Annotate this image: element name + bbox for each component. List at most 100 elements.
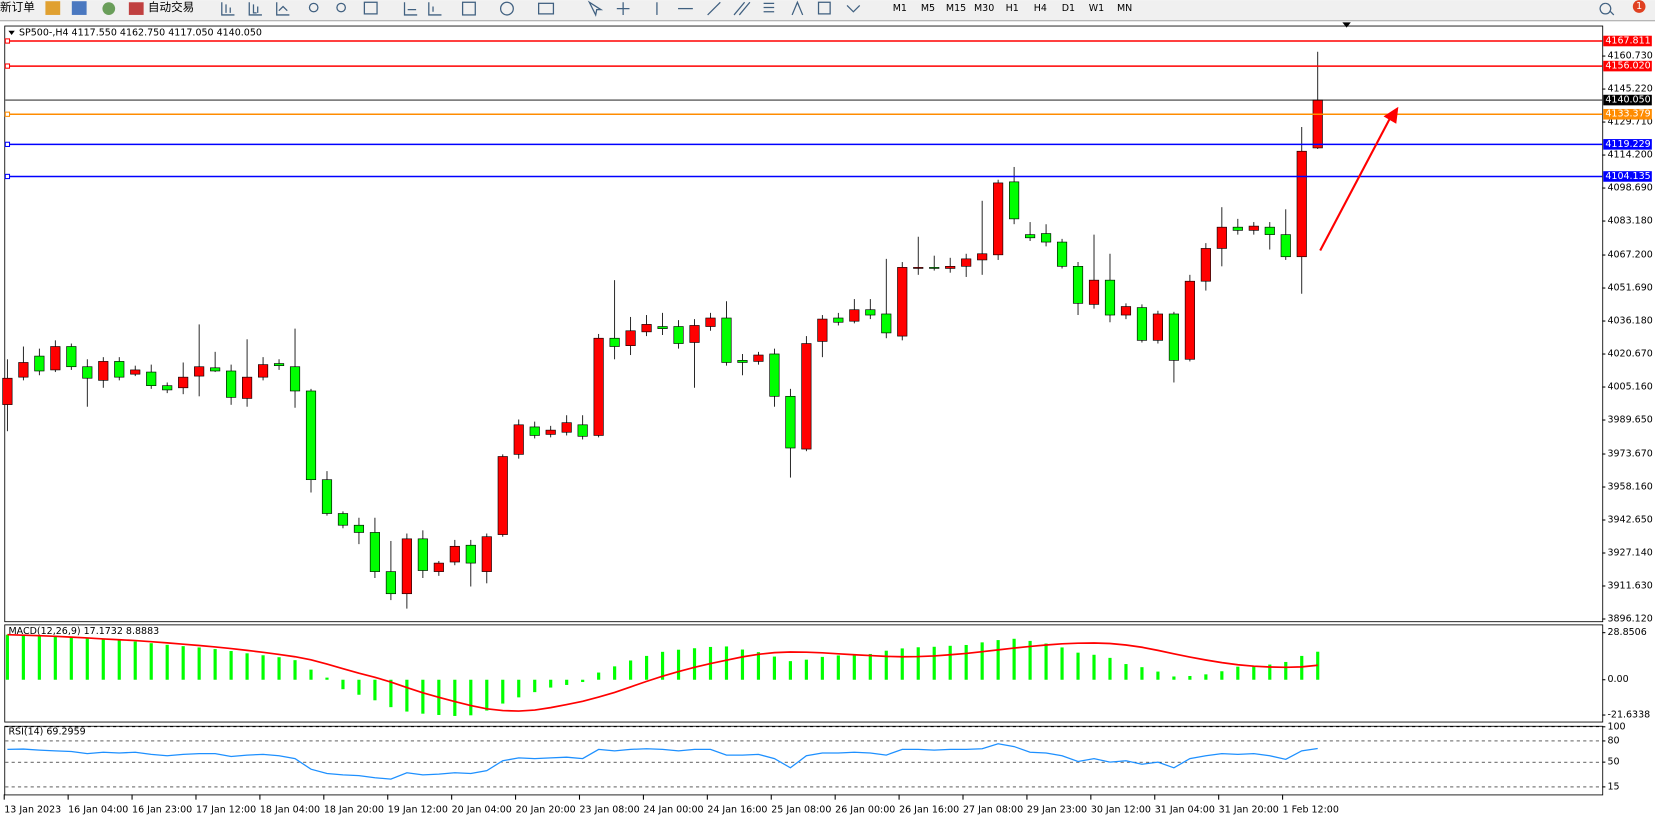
level-tag — [1603, 171, 1652, 182]
y-tick-label: 3989.650 — [1607, 415, 1652, 426]
histogram-bar — [948, 645, 952, 680]
candle-body — [641, 324, 652, 333]
annotation-arrow — [1319, 117, 1391, 251]
timeframes: M1 M5 M15 M30 H1 H4 D1 W1 MN — [893, 3, 1133, 14]
histogram-bar — [1108, 657, 1112, 680]
y-tick-label: 100 — [1607, 721, 1625, 732]
histogram-bar — [421, 679, 425, 714]
candle-body — [625, 330, 636, 346]
histogram-bar — [1124, 664, 1128, 680]
histogram-bar — [501, 679, 505, 704]
icon[interactable] — [128, 2, 144, 15]
x-tick-label: 31 Jan 20:00 — [1219, 805, 1279, 816]
x-tick-label: 31 Jan 04:00 — [1155, 805, 1215, 816]
level-handle — [4, 173, 11, 180]
y-tick-label: 4005.160 — [1607, 382, 1652, 393]
candle-body — [753, 354, 764, 362]
tool-icons[interactable] — [221, 0, 1615, 17]
y-tick-label: 3911.630 — [1607, 581, 1652, 592]
candle-body — [929, 267, 940, 269]
candle-body — [529, 426, 540, 436]
histogram-bar — [1268, 664, 1272, 680]
histogram-bar — [884, 650, 888, 680]
x-tick-label: 18 Jan 20:00 — [324, 805, 384, 816]
histogram-bar — [629, 660, 633, 680]
candle-body — [1168, 313, 1179, 361]
x-tick-label: 23 Jan 08:00 — [579, 805, 639, 816]
level-label: 4167.811 — [1605, 36, 1650, 47]
annotation-arrowhead — [1383, 106, 1399, 124]
y-tick-label: 3958.160 — [1607, 482, 1652, 493]
candle-body — [913, 267, 924, 269]
histogram-bar — [740, 649, 745, 680]
timeframe[interactable]: H4 — [1034, 3, 1047, 14]
level-tag — [1603, 108, 1652, 120]
histogram-bar — [676, 649, 681, 680]
y-tick-label: 0.00 — [1607, 674, 1628, 685]
timeframe[interactable]: M1 — [893, 3, 907, 14]
shift-marker — [1342, 22, 1351, 28]
candle-body — [721, 317, 732, 363]
histogram-bar — [1076, 652, 1080, 680]
candle-body — [289, 366, 301, 392]
candle-body — [1248, 225, 1259, 231]
candle-body — [130, 369, 141, 375]
timeframe[interactable]: D1 — [1062, 3, 1075, 14]
histogram-bar — [5, 634, 9, 680]
histogram-bar — [1300, 655, 1304, 680]
histogram-bar — [565, 679, 569, 685]
icon[interactable] — [102, 2, 116, 15]
timeframe[interactable]: M30 — [974, 3, 994, 14]
y-tick-label: 4129.710 — [1607, 117, 1652, 128]
histogram-bar — [1172, 676, 1176, 680]
auto-trading[interactable]: 自动交易 — [148, 0, 194, 14]
histogram-bar — [293, 660, 297, 680]
level-handle — [4, 38, 11, 44]
x-tick-label: 25 Jan 08:00 — [771, 805, 831, 816]
candle-body — [1136, 307, 1148, 341]
candle-body — [1104, 279, 1116, 316]
histogram-bar — [724, 646, 729, 680]
candle-body — [497, 456, 508, 535]
histogram-bar — [1028, 640, 1032, 680]
timeframe[interactable]: H1 — [1006, 3, 1019, 14]
timeframe[interactable]: M5 — [921, 3, 935, 14]
candle-body — [226, 370, 237, 398]
level-tag — [1603, 94, 1652, 106]
timeframe[interactable]: M15 — [946, 3, 966, 14]
candle-body — [305, 390, 317, 481]
candle-body — [1088, 279, 1100, 305]
candle-body — [242, 376, 253, 399]
x-tick-label: 19 Jan 12:00 — [388, 805, 448, 816]
histogram-bar — [1092, 654, 1096, 680]
candle-body — [321, 479, 333, 514]
histogram-bar — [85, 637, 89, 680]
candle-body — [769, 353, 780, 397]
toolbar — [0, 0, 1655, 21]
timeframe[interactable]: MN — [1117, 3, 1132, 14]
candle-body — [849, 309, 860, 322]
candle-body — [1280, 234, 1291, 258]
histogram-bar — [1252, 665, 1256, 680]
candle-body — [1216, 226, 1227, 249]
level-label: 4119.229 — [1605, 139, 1650, 150]
y-tick-label: 4020.670 — [1607, 349, 1652, 360]
x-tick-label: 26 Jan 00:00 — [835, 805, 895, 816]
menu-arrow — [8, 30, 15, 36]
new-order[interactable]: 新订单 — [0, 0, 35, 14]
histogram-bar — [756, 652, 761, 680]
y-tick-label: 4098.690 — [1607, 183, 1652, 194]
candle-body — [1200, 248, 1211, 282]
candle-body — [50, 346, 61, 371]
candle-body — [1312, 99, 1323, 149]
y-tick-label: 4114.200 — [1607, 150, 1652, 161]
candle-body — [481, 536, 492, 572]
icon[interactable] — [71, 1, 87, 15]
x-tick-label: 24 Jan 00:00 — [643, 805, 703, 816]
candle-body — [1232, 226, 1243, 231]
timeframe[interactable]: W1 — [1089, 3, 1104, 14]
notification-count[interactable]: 1 — [1636, 1, 1642, 12]
icon[interactable] — [45, 1, 61, 15]
candle-body — [705, 317, 716, 327]
